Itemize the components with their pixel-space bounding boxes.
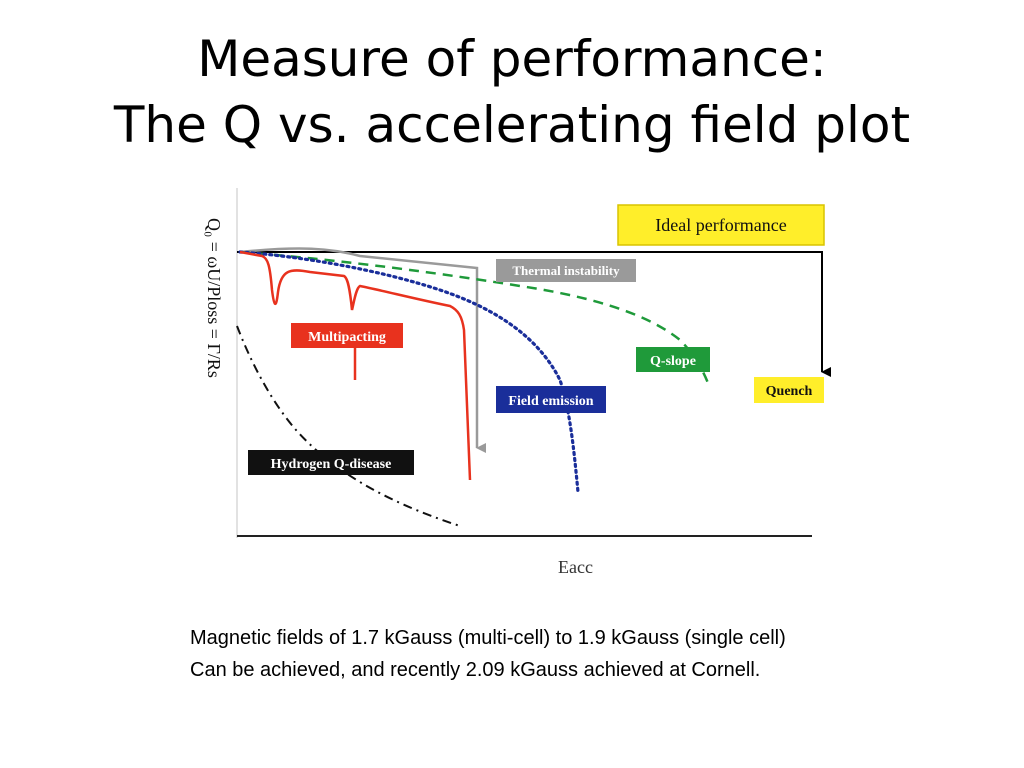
ideal-performance-text: Ideal performance [655,215,786,235]
field-emission-curve [238,250,580,494]
thermal-instability-text: Thermal instability [512,263,620,278]
caption: Magnetic fields of 1.7 kGauss (multi-cel… [190,622,990,686]
slide-title: Measure of performance: The Q vs. accele… [0,26,1024,158]
y-axis-label: Q₀ = ωU/Ploss = Γ/Rs [204,218,224,378]
ideal-performance-line [237,251,831,377]
thermal-instability-curve [239,247,486,453]
caption-line-1: Magnetic fields of 1.7 kGauss (multi-cel… [190,627,786,649]
x-axis-label: Eacc [558,557,593,577]
hydrogen-q-disease-curve [236,325,461,527]
field-emission-label: Field emission [496,386,606,413]
field-emission-text: Field emission [508,394,593,409]
multipacting-curve [239,250,472,481]
thermal-instability-label: Thermal instability [496,259,636,282]
multipacting-label: Multipacting [291,323,403,348]
hydrogen-q-disease-text: Hydrogen Q-disease [271,457,392,472]
multipacting-text: Multipacting [308,330,386,345]
q-slope-text: Q-slope [650,354,696,369]
title-line-1: Measure of performance: [197,30,827,88]
caption-line-2: Can be achieved, and recently 2.09 kGaus… [190,659,761,681]
q-slope-label: Q-slope [636,347,710,372]
ideal-performance-label: Ideal performance [617,204,825,246]
quench-text: Quench [766,384,813,399]
title-line-2: The Q vs. accelerating field plot [113,96,911,154]
quench-label: Quench [754,377,824,403]
hydrogen-q-disease-label: Hydrogen Q-disease [248,450,414,475]
